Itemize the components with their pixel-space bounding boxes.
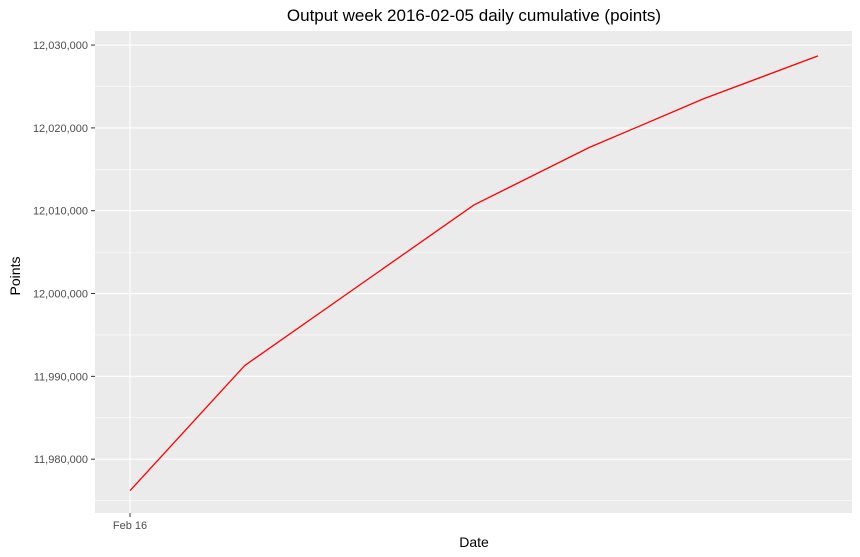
grid-major bbox=[95, 31, 852, 513]
plot-panel bbox=[95, 31, 852, 513]
series-line bbox=[129, 55, 819, 492]
chart-title: Output week 2016-02-05 daily cumulative … bbox=[287, 6, 661, 25]
grid-minor bbox=[95, 86, 852, 501]
y-tick-label: 12,030,000 bbox=[33, 40, 88, 52]
y-axis: 11,980,000 11,990,000 12,000,000 12,010,000… bbox=[33, 40, 95, 466]
y-tick-label: 12,020,000 bbox=[33, 123, 88, 135]
x-axis-title: Date bbox=[459, 534, 489, 550]
series-layer bbox=[129, 55, 819, 492]
y-tick-label: 12,010,000 bbox=[33, 206, 88, 218]
y-axis-title: Points bbox=[7, 257, 23, 296]
x-tick-label: Feb 16 bbox=[113, 520, 147, 532]
y-tick-label: 11,980,000 bbox=[34, 454, 88, 466]
y-tick-label: 12,000,000 bbox=[33, 289, 88, 301]
y-tick-label: 11,990,000 bbox=[34, 371, 88, 383]
x-axis: Feb 16 bbox=[113, 513, 147, 532]
